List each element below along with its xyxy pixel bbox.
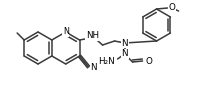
Text: N: N: [121, 49, 128, 58]
Text: NH: NH: [86, 32, 99, 41]
Text: N: N: [121, 38, 128, 47]
Text: N: N: [63, 27, 69, 36]
Text: H₂N: H₂N: [98, 56, 115, 66]
Text: O: O: [146, 56, 152, 66]
Text: O: O: [169, 4, 176, 13]
Text: N: N: [91, 64, 97, 73]
